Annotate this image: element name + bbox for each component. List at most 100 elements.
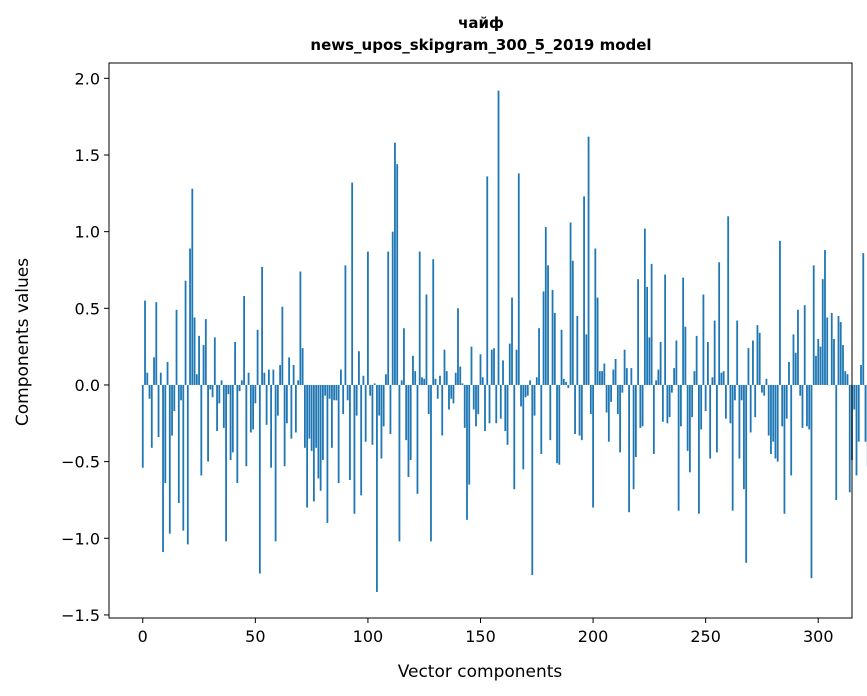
- bar-208: [610, 384, 612, 402]
- bar-71: [301, 348, 304, 385]
- bar-91: [346, 384, 349, 401]
- bar-235: [670, 384, 673, 393]
- bar-289: [792, 334, 795, 385]
- bar-212: [619, 384, 621, 453]
- bar-244: [691, 384, 694, 418]
- bar-26: [200, 384, 203, 476]
- bar-112: [394, 142, 396, 385]
- bar-102: [371, 384, 374, 445]
- bar-18: [182, 384, 185, 531]
- bar-141: [459, 366, 462, 385]
- bar-174: [533, 384, 536, 416]
- bar-111: [391, 231, 394, 385]
- bar-201: [594, 248, 597, 385]
- bar-274: [758, 332, 761, 385]
- bar-0: [141, 384, 144, 468]
- bar-296: [808, 384, 811, 430]
- bar-318: [857, 384, 860, 442]
- bar-119: [409, 384, 412, 461]
- bar-230: [659, 342, 662, 385]
- y-tick-label: 1.0: [75, 223, 100, 242]
- bar-255: [716, 384, 718, 453]
- bar-30: [209, 384, 212, 390]
- bar-10: [164, 384, 167, 484]
- bar-142: [461, 383, 464, 385]
- bar-241: [684, 326, 687, 385]
- bar-284: [781, 384, 784, 427]
- bar-232: [664, 274, 667, 385]
- bar-21: [189, 248, 191, 385]
- bar-135: [445, 371, 448, 385]
- bar-39: [229, 384, 232, 461]
- bar-263: [734, 384, 736, 401]
- bar-110: [389, 384, 392, 435]
- bar-59: [274, 384, 277, 542]
- bar-227: [652, 384, 655, 454]
- bar-87: [337, 384, 340, 484]
- bar-126: [425, 294, 428, 385]
- bar-279: [770, 384, 772, 454]
- bar-82: [326, 384, 329, 523]
- bar-297: [810, 384, 813, 579]
- bar-253: [711, 377, 714, 385]
- bar-236: [673, 368, 676, 385]
- bar-308: [835, 384, 838, 500]
- x-axis-ticks: 0 50 100 150 200 250 300: [138, 618, 834, 646]
- bar-8: [159, 372, 162, 385]
- bar-69: [297, 380, 300, 385]
- bar-1: [144, 300, 146, 385]
- bar-105: [378, 384, 381, 416]
- y-tick-label: 0.0: [75, 376, 100, 395]
- bar-251: [707, 342, 709, 385]
- bar-49: [252, 384, 254, 430]
- bar-285: [783, 384, 786, 514]
- bar-11: [166, 361, 169, 385]
- bar-168: [520, 384, 522, 407]
- chart-title-line2: news_upos_skipgram_300_5_2019 model: [310, 36, 651, 54]
- bar-160: [502, 360, 504, 385]
- bar-38: [227, 384, 230, 395]
- bar-224: [646, 286, 649, 385]
- bar-139: [454, 372, 457, 385]
- bar-145: [468, 384, 471, 485]
- bar-213: [621, 384, 624, 393]
- bar-108: [385, 374, 387, 385]
- bar-199: [589, 384, 592, 415]
- x-tick-label: 300: [803, 627, 834, 646]
- bar-151: [481, 377, 484, 385]
- bar-242: [686, 384, 689, 451]
- bar-116: [403, 328, 405, 385]
- bar-192: [574, 384, 576, 435]
- bar-248: [700, 384, 703, 430]
- bar-178: [542, 291, 545, 385]
- bar-75: [310, 384, 313, 451]
- bar-134: [443, 349, 446, 385]
- bar-61: [279, 365, 282, 385]
- bar-282: [776, 384, 779, 462]
- y-tick-label: −0.5: [61, 453, 100, 472]
- bar-313: [846, 374, 849, 385]
- bar-175: [535, 377, 538, 385]
- bar-238: [677, 384, 680, 511]
- bar-257: [720, 372, 723, 385]
- chart-title: чайф news_upos_skipgram_300_5_2019 model: [310, 14, 651, 54]
- bar-14: [173, 384, 176, 412]
- bar-286: [785, 384, 788, 419]
- bar-81: [324, 384, 327, 396]
- bar-312: [844, 371, 847, 385]
- bar-94: [353, 384, 356, 514]
- bar-27: [202, 345, 205, 385]
- bar-184: [556, 384, 558, 464]
- y-tick-label: −1.0: [61, 529, 100, 548]
- bar-128: [430, 384, 432, 542]
- bar-144: [466, 384, 468, 520]
- bar-229: [657, 369, 660, 385]
- bar-287: [788, 361, 790, 385]
- bar-228: [655, 380, 658, 385]
- bar-197: [585, 334, 588, 385]
- bar-19: [184, 280, 187, 385]
- bar-269: [747, 348, 750, 385]
- bar-193: [576, 315, 579, 385]
- bar-243: [688, 384, 691, 473]
